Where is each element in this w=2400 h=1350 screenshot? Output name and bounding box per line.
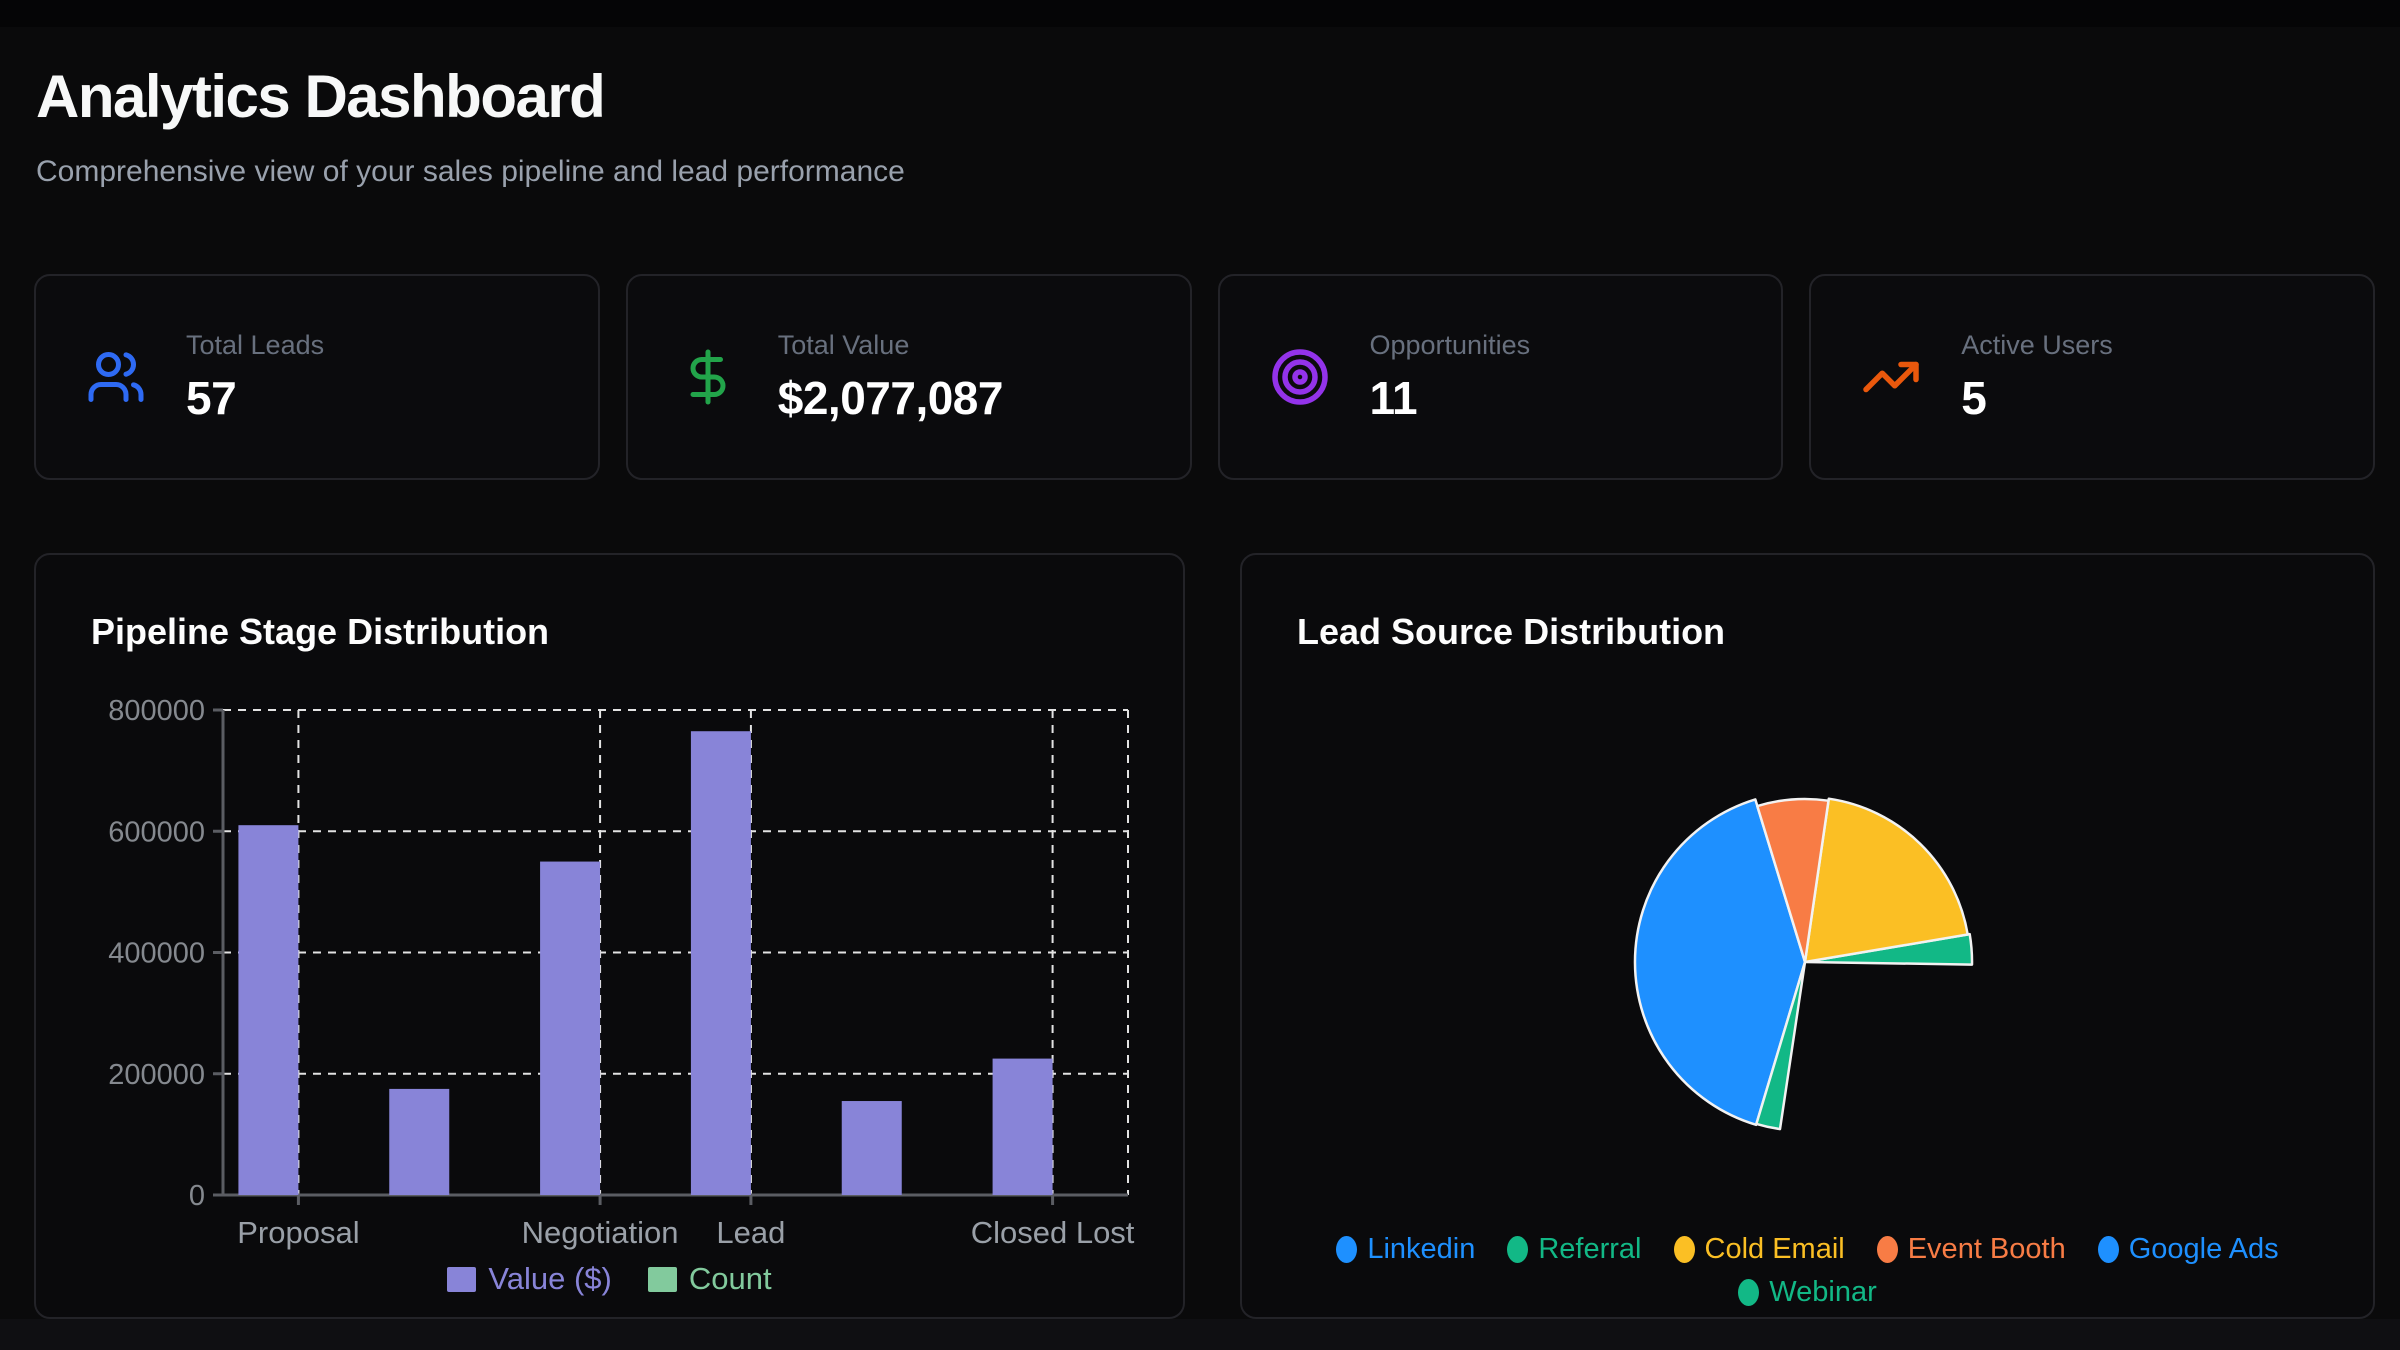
- legend-label: Value ($): [488, 1261, 612, 1296]
- stat-label: Total Leads: [186, 329, 325, 360]
- y-tick-label: 400000: [108, 938, 205, 970]
- y-tick-label: 600000: [108, 816, 205, 848]
- bar-chart-legend[interactable]: Value ($) Count: [36, 1261, 1183, 1297]
- stat-value: 11: [1369, 371, 1418, 424]
- legend-dot: [1673, 1236, 1695, 1263]
- pie-slice-linkedin[interactable]: [1633, 798, 1807, 1127]
- pie-slice-event-booth[interactable]: [1756, 797, 1830, 964]
- legend-dot: [1507, 1236, 1529, 1263]
- legend-label: Webinar: [1769, 1276, 1877, 1308]
- bar-value--6[interactable]: [992, 1058, 1053, 1195]
- stat-card-total-value: Total Value $2,077,087: [625, 274, 1192, 480]
- bottom-band: [0, 1319, 2400, 1350]
- bar-value--5[interactable]: [841, 1101, 902, 1195]
- legend-item-webinar[interactable]: Webinar: [1738, 1276, 1877, 1309]
- trending-up-icon: [1861, 347, 1921, 407]
- top-band: [0, 0, 2400, 27]
- x-tick-label: Proposal: [237, 1215, 359, 1250]
- pie-slice-cold-email[interactable]: [1803, 797, 1969, 964]
- charts-row: Pipeline Stage Distribution 0 200000 40000…: [34, 553, 2375, 1319]
- stat-card-opportunities: Opportunities 11: [1217, 274, 1784, 480]
- stat-label: Active Users: [1961, 329, 2113, 360]
- legend-dot: [1876, 1236, 1898, 1263]
- page-title: Analytics Dashboard: [36, 63, 606, 130]
- stat-value: 57: [186, 371, 237, 424]
- x-tick-label: Lead: [716, 1215, 785, 1250]
- y-tick-label: 0: [189, 1180, 205, 1212]
- target-icon: [1270, 347, 1330, 407]
- users-icon: [86, 347, 146, 407]
- y-tick-label: 200000: [108, 1059, 205, 1091]
- legend-label: Google Ads: [2128, 1233, 2279, 1265]
- bar-value--3[interactable]: [540, 861, 601, 1195]
- stat-card-active-users: Active Users 5: [1809, 274, 2375, 480]
- legend-item-referral[interactable]: Referral: [1507, 1233, 1642, 1266]
- stat-value: 5: [1961, 371, 1987, 424]
- legend-swatch: [447, 1266, 477, 1292]
- x-tick-label: Closed Lost: [971, 1215, 1135, 1250]
- bar-value--4[interactable]: [690, 731, 751, 1195]
- legend-label: Referral: [1538, 1233, 1642, 1265]
- stat-value: $2,077,087: [777, 371, 1004, 424]
- legend-label: Count: [688, 1261, 772, 1296]
- lead-source-card: Lead Source Distribution Linkedin Referra…: [1240, 553, 2375, 1319]
- bar-value--2[interactable]: [389, 1088, 450, 1195]
- legend-item-value-[interactable]: Value ($): [447, 1261, 612, 1297]
- legend-item-count[interactable]: Count: [647, 1261, 772, 1297]
- stats-row: Total Leads 57 Total Value $2,077,087: [34, 274, 2375, 480]
- pipeline-stage-card: Pipeline Stage Distribution 0 200000 40000…: [34, 553, 1185, 1319]
- pie-chart-legend[interactable]: Linkedin Referral Cold Email Event Booth Goo…: [1303, 1233, 2313, 1309]
- stat-card-total-leads: Total Leads 57: [34, 274, 600, 480]
- legend-item-linkedin[interactable]: Linkedin: [1336, 1233, 1475, 1266]
- page-subtitle: Comprehensive view of your sales pipelin…: [36, 155, 905, 188]
- legend-item-cold-email[interactable]: Cold Email: [1673, 1233, 1845, 1266]
- legend-item-event-booth[interactable]: Event Booth: [1876, 1233, 2066, 1266]
- bar-value--1[interactable]: [238, 825, 299, 1195]
- dollar-sign-icon: [678, 347, 738, 407]
- legend-dot: [1336, 1236, 1358, 1263]
- y-tick-label: 800000: [108, 695, 205, 727]
- legend-label: Cold Email: [1704, 1233, 1845, 1265]
- legend-label: Event Booth: [1907, 1233, 2066, 1265]
- lead-source-chart-title: Lead Source Distribution: [1297, 611, 1726, 652]
- legend-dot: [1738, 1279, 1760, 1306]
- legend-label: Linkedin: [1367, 1233, 1476, 1265]
- stat-label: Opportunities: [1369, 329, 1531, 360]
- pipeline-bar-chart[interactable]: 0 200000 400000 600000 800000 Proposal Negotia…: [36, 555, 1183, 1317]
- pipeline-chart-title: Pipeline Stage Distribution: [91, 611, 550, 652]
- legend-item-google-ads[interactable]: Google Ads: [2097, 1233, 2279, 1266]
- legend-dot: [2097, 1236, 2119, 1263]
- stat-label: Total Value: [777, 329, 910, 360]
- page-header: Analytics Dashboard Comprehensive view o…: [36, 62, 905, 189]
- legend-swatch: [647, 1266, 677, 1292]
- x-tick-label: Negotiation: [522, 1215, 679, 1250]
- lead-source-pie-chart[interactable]: [1242, 555, 2373, 1317]
- pie-slice-webinar[interactable]: [1755, 960, 1807, 1131]
